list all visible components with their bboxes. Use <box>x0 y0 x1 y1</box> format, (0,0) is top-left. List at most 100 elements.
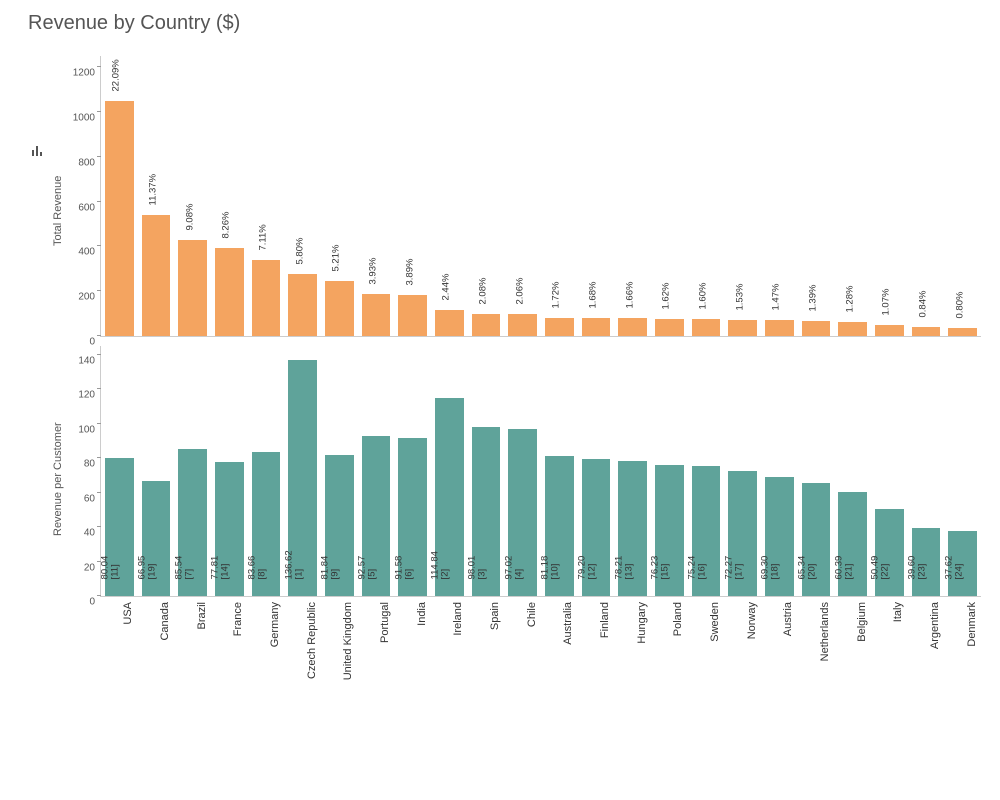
total-revenue-bar[interactable] <box>655 319 684 336</box>
x-axis-country-label: Sweden <box>709 602 721 642</box>
total-revenue-bar[interactable] <box>398 295 427 336</box>
x-axis-country-label: France <box>232 602 244 636</box>
bar-percent-label: 11.37% <box>148 174 159 206</box>
bar-percent-label: 1.62% <box>661 282 672 309</box>
total-revenue-bar[interactable] <box>765 320 794 336</box>
bar-percent-label: 2.08% <box>478 277 489 304</box>
total-revenue-bar[interactable] <box>948 328 977 337</box>
rpc-bar-label: 65.34[20] <box>798 556 819 580</box>
bar-percent-label: 5.21% <box>331 244 342 271</box>
bar-percent-label: 1.47% <box>771 284 782 311</box>
rpc-bar-label: 69.30[18] <box>761 556 782 580</box>
rpc-bar-label: 114.84[2] <box>431 551 452 579</box>
bar-percent-label: 8.26% <box>221 212 232 239</box>
rpc-bar-label: 39.60[23] <box>908 556 929 580</box>
y-tick: 800 <box>78 157 101 168</box>
total-revenue-bar[interactable] <box>472 314 501 336</box>
rpc-bar-label: 75.24[16] <box>688 556 709 580</box>
y-tick: 140 <box>78 355 101 366</box>
x-axis-country-label: Netherlands <box>819 602 831 661</box>
y-tick: 1200 <box>73 68 101 79</box>
bar-percent-label: 3.89% <box>404 258 415 285</box>
total-revenue-bar[interactable] <box>142 215 171 336</box>
rpc-rank-label: [20] <box>808 556 818 580</box>
rpc-rank-label: [16] <box>698 556 708 580</box>
x-axis-country-label: Chile <box>526 602 538 627</box>
total-revenue-bar[interactable] <box>178 240 207 336</box>
x-axis-country-label: Hungary <box>636 602 648 644</box>
bar-percent-label: 3.93% <box>368 258 379 285</box>
rpc-bar-label: 78.21[13] <box>614 556 635 580</box>
bar-percent-label: 9.08% <box>184 203 195 230</box>
total-revenue-bar[interactable] <box>618 318 647 336</box>
x-axis-country-label: Denmark <box>966 602 978 647</box>
x-axis-country-label: Spain <box>489 602 501 630</box>
rpc-rank-label: [15] <box>661 556 671 580</box>
rpc-rank-label: [7] <box>185 556 195 580</box>
x-axis-country-label: Poland <box>672 602 684 636</box>
x-axis-country-label: Australia <box>562 602 574 645</box>
y-tick: 80 <box>84 459 101 470</box>
total-revenue-bar[interactable] <box>105 101 134 336</box>
rpc-rank-label: [1] <box>295 551 305 580</box>
y-axis-label-top: Total Revenue <box>52 176 64 246</box>
x-axis-labels: USACanadaBrazilFranceGermanyCzech Republ… <box>100 602 980 792</box>
revenue-per-customer-bar[interactable] <box>838 492 867 596</box>
bar-percent-label: 5.80% <box>294 238 305 265</box>
bar-percent-label: 1.72% <box>551 281 562 308</box>
revenue-per-customer-chart: 80.04[11]66.95[19]85.54[7]77.81[14]83.66… <box>100 346 981 597</box>
rpc-rank-label: [10] <box>551 556 561 580</box>
rpc-bar-label: 37.62[24] <box>944 556 965 580</box>
y-tick: 600 <box>78 202 101 213</box>
total-revenue-bar[interactable] <box>912 327 941 336</box>
rpc-rank-label: [6] <box>405 556 415 580</box>
total-revenue-bar[interactable] <box>288 274 317 336</box>
y-tick: 100 <box>78 424 101 435</box>
total-revenue-bar[interactable] <box>545 318 574 336</box>
total-revenue-bar[interactable] <box>728 320 757 336</box>
rpc-rank-label: [11] <box>111 556 121 580</box>
x-axis-country-label: Argentina <box>929 602 941 649</box>
rpc-bar-label: 91.58[6] <box>394 556 415 580</box>
rpc-bar-label: 77.81[14] <box>211 556 232 580</box>
revenue-per-customer-bar[interactable] <box>875 509 904 596</box>
rpc-bar-label: 85.54[7] <box>174 556 195 580</box>
rpc-bar-label: 80.04[11] <box>101 556 122 580</box>
y-tick: 40 <box>84 528 101 539</box>
total-revenue-bar[interactable] <box>692 319 721 336</box>
x-axis-country-label: Italy <box>892 602 904 622</box>
total-revenue-bar[interactable] <box>582 318 611 336</box>
x-axis-country-label: Brazil <box>196 602 208 630</box>
bar-percent-label: 2.44% <box>441 274 452 301</box>
bar-percent-label: 1.68% <box>588 282 599 309</box>
rpc-bar-label: 81.18[10] <box>541 556 562 580</box>
rpc-rank-label: [4] <box>515 556 525 580</box>
y-tick: 200 <box>78 292 101 303</box>
y-tick: 20 <box>84 562 101 573</box>
total-revenue-bar[interactable] <box>215 248 244 336</box>
bar-percent-label: 2.06% <box>514 278 525 305</box>
rpc-bar-label: 66.95[19] <box>138 556 159 580</box>
x-axis-country-label: Germany <box>269 602 281 647</box>
total-revenue-bar[interactable] <box>252 260 281 336</box>
total-revenue-bar[interactable] <box>508 314 537 336</box>
total-revenue-bar[interactable] <box>838 322 867 336</box>
rpc-rank-label: [23] <box>918 556 928 580</box>
x-axis-country-label: United Kingdom <box>342 602 354 680</box>
rpc-rank-label: [24] <box>955 556 965 580</box>
x-axis-country-label: Portugal <box>379 602 391 643</box>
rpc-rank-label: [2] <box>441 551 451 579</box>
total-revenue-chart: 22.09%11.37%9.08%8.26%7.11%5.80%5.21%3.9… <box>100 56 981 337</box>
total-revenue-bar[interactable] <box>435 310 464 336</box>
total-revenue-bar[interactable] <box>325 281 354 336</box>
rpc-rank-label: [22] <box>881 556 891 580</box>
rpc-rank-label: [9] <box>331 556 341 580</box>
chart-title: Revenue by Country ($) <box>28 12 240 35</box>
rpc-bar-label: 92.57[5] <box>358 556 379 580</box>
bar-percent-label: 0.84% <box>918 291 929 318</box>
total-revenue-bar[interactable] <box>875 325 904 336</box>
total-revenue-bar[interactable] <box>802 321 831 336</box>
total-revenue-bar[interactable] <box>362 294 391 336</box>
rpc-rank-label: [8] <box>258 556 268 580</box>
bar-percent-label: 0.80% <box>954 291 965 318</box>
